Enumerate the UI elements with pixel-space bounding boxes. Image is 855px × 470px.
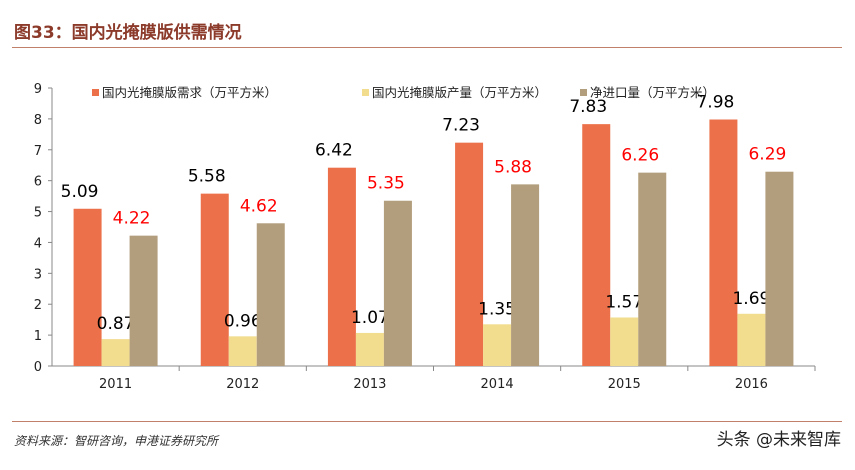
data-label: 1.35: [478, 299, 516, 319]
data-label: 5.35: [367, 174, 405, 194]
bar-series-3: [383, 200, 412, 366]
bar-series-1: [709, 119, 738, 366]
x-tick-label: 2016: [735, 377, 768, 392]
source-note: 资料来源：智研咨询，申港证券研究所: [14, 434, 219, 448]
data-label: 4.22: [113, 209, 151, 229]
data-label: 7.23: [442, 116, 480, 136]
bar-series-2: [610, 317, 639, 366]
x-tick-label: 2013: [353, 377, 386, 392]
y-tick-label: 7: [34, 144, 42, 159]
x-tick-label: 2014: [481, 377, 514, 392]
bar-series-1: [582, 124, 611, 366]
data-label: 6.29: [748, 145, 786, 165]
bar-series-2: [101, 339, 130, 366]
data-label: 1.69: [732, 289, 770, 309]
bar-series-3: [511, 184, 540, 366]
data-label: 4.62: [240, 196, 278, 216]
data-label: 0.96: [224, 311, 262, 331]
legend-label: 国内光掩膜版需求（万平方米）: [102, 85, 277, 100]
x-tick-label: 2011: [99, 377, 132, 392]
footer-divider: [12, 421, 842, 422]
bar-series-2: [355, 332, 384, 366]
bar-series-2: [737, 313, 766, 366]
y-tick-label: 1: [34, 329, 42, 344]
data-label: 5.58: [188, 167, 226, 187]
x-tick-label: 2012: [226, 377, 259, 392]
bar-series-3: [765, 171, 794, 366]
y-tick-label: 9: [34, 82, 42, 97]
y-tick-label: 8: [34, 113, 42, 128]
data-label: 1.07: [351, 308, 389, 328]
bar-series-1: [455, 142, 484, 366]
data-label: 6.26: [621, 146, 659, 166]
x-tick-label: 2015: [608, 377, 641, 392]
y-tick-label: 5: [34, 206, 42, 221]
legend-swatch: [92, 89, 99, 96]
bar-series-1: [73, 208, 102, 366]
figure-title: 图33：国内光掩膜版供需情况: [14, 23, 242, 43]
bar-series-1: [200, 193, 229, 366]
y-tick-label: 4: [34, 236, 42, 251]
data-label: 7.83: [569, 97, 607, 117]
legend-label: 国内光掩膜版产量（万平方米）: [372, 85, 547, 100]
legend-swatch: [580, 89, 587, 96]
legend-label: 净进口量（万平方米）: [590, 85, 715, 100]
data-label: 6.42: [315, 141, 353, 161]
bar-series-3: [256, 223, 285, 366]
legend-swatch: [362, 89, 369, 96]
bar-series-3: [638, 172, 667, 366]
bar-series-1: [327, 167, 356, 366]
bar-series-2: [483, 324, 512, 366]
y-tick-label: 0: [34, 360, 42, 375]
watermark: 头条 @未来智库: [716, 430, 841, 450]
y-tick-label: 2: [34, 298, 42, 313]
data-label: 0.87: [97, 314, 135, 334]
data-label: 1.57: [605, 293, 643, 313]
y-tick-label: 3: [34, 267, 42, 282]
data-label: 5.88: [494, 157, 532, 177]
bar-series-3: [129, 235, 158, 366]
title-divider: [12, 47, 842, 48]
y-tick-label: 6: [34, 175, 42, 190]
bar-series-2: [228, 336, 257, 366]
data-label: 7.98: [696, 93, 734, 113]
data-label: 5.09: [61, 182, 99, 202]
